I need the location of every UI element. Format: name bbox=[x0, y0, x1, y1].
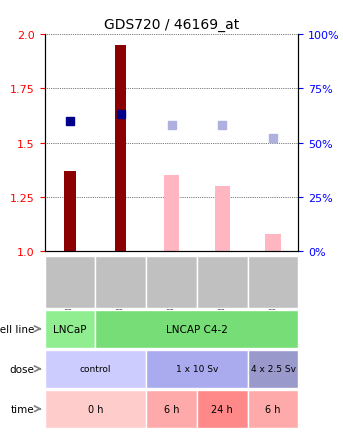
Text: cell line: cell line bbox=[0, 324, 34, 334]
Text: 0 h: 0 h bbox=[87, 404, 103, 414]
Bar bbox=[164, 176, 179, 252]
Bar bbox=[45, 256, 95, 308]
Text: 1 x 10 Sv: 1 x 10 Sv bbox=[176, 365, 218, 373]
Bar bbox=[45, 310, 95, 348]
Bar bbox=[248, 256, 298, 308]
Bar bbox=[248, 390, 298, 428]
Bar bbox=[146, 350, 248, 388]
Bar bbox=[45, 350, 146, 388]
Text: control: control bbox=[80, 365, 111, 373]
Bar bbox=[115, 46, 126, 252]
Text: time: time bbox=[11, 404, 34, 414]
Bar bbox=[215, 187, 230, 252]
Bar bbox=[95, 256, 146, 308]
Text: 6 h: 6 h bbox=[265, 404, 281, 414]
Bar bbox=[146, 256, 197, 308]
Text: dose: dose bbox=[10, 364, 34, 374]
Text: 4 x 2.5 Sv: 4 x 2.5 Sv bbox=[250, 365, 296, 373]
Bar bbox=[197, 390, 248, 428]
Bar bbox=[146, 390, 197, 428]
Bar bbox=[197, 256, 248, 308]
Text: LNCaP: LNCaP bbox=[53, 324, 87, 334]
Text: 24 h: 24 h bbox=[211, 404, 233, 414]
Bar bbox=[95, 310, 298, 348]
Bar bbox=[248, 350, 298, 388]
Text: LNCAP C4-2: LNCAP C4-2 bbox=[166, 324, 228, 334]
Text: 6 h: 6 h bbox=[164, 404, 179, 414]
Bar bbox=[45, 390, 146, 428]
Title: GDS720 / 46169_at: GDS720 / 46169_at bbox=[104, 18, 239, 32]
Bar bbox=[64, 171, 75, 252]
Bar bbox=[265, 234, 281, 252]
